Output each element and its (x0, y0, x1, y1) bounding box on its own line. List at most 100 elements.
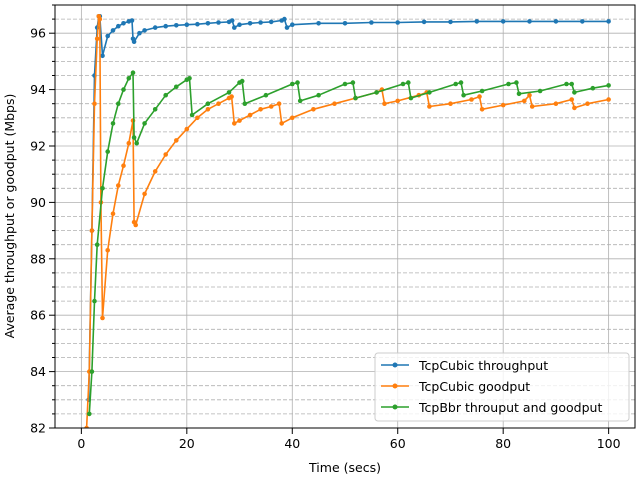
data-point (184, 22, 190, 28)
x-axis: 0 20 40 60 80 100 (77, 428, 621, 451)
data-point (342, 81, 348, 87)
data-point (226, 90, 232, 95)
y-tick-label: 84 (30, 364, 46, 379)
data-point (89, 369, 95, 374)
data-point (92, 101, 97, 106)
data-point (247, 21, 253, 26)
x-tick-label: 0 (77, 436, 85, 451)
data-point (232, 121, 237, 126)
x-tick-label: 60 (390, 436, 406, 451)
y-tick-label: 86 (30, 308, 46, 323)
data-point (105, 248, 110, 253)
y-tick-label: 94 (30, 82, 46, 97)
data-point (290, 115, 295, 121)
data-point (572, 90, 577, 95)
data-point (469, 97, 474, 102)
data-point (537, 88, 543, 94)
data-point (94, 36, 100, 42)
data-point (268, 19, 274, 25)
legend-label-1: TcpCubic throughput (418, 358, 548, 373)
data-point (297, 98, 303, 104)
data-point (479, 107, 485, 112)
data-point (184, 126, 190, 132)
legend: TcpCubic throughput TcpCubic goodput Tcp… (374, 352, 630, 422)
legend-marker-2 (392, 383, 398, 389)
data-point (295, 80, 300, 85)
data-point (87, 411, 92, 417)
data-point (163, 152, 168, 157)
series-layer (84, 13, 611, 428)
data-point (606, 83, 611, 88)
data-point (189, 112, 195, 118)
data-point (239, 78, 245, 84)
data-point (572, 105, 577, 111)
data-point (237, 22, 242, 28)
data-point (569, 81, 574, 87)
data-point (569, 97, 574, 102)
x-tick-label: 40 (284, 436, 300, 451)
y-tick-label: 96 (30, 26, 46, 41)
legend-box (374, 352, 630, 422)
data-point (279, 121, 285, 126)
data-point (500, 19, 506, 24)
y-tick-label: 92 (30, 139, 46, 154)
data-point (152, 107, 158, 112)
data-point (152, 169, 158, 174)
data-point (395, 20, 401, 25)
data-point (606, 97, 611, 102)
data-point (163, 92, 168, 98)
data-point (427, 104, 432, 109)
data-point (232, 25, 237, 30)
data-point (395, 98, 401, 104)
data-point (92, 298, 97, 304)
data-point (453, 81, 459, 87)
data-point (258, 20, 263, 25)
data-point (580, 19, 585, 24)
data-point (205, 107, 211, 112)
data-point (263, 92, 269, 98)
data-point (142, 191, 147, 197)
data-point (84, 425, 89, 428)
data-point (174, 23, 179, 28)
data-point (105, 149, 110, 154)
data-point (585, 101, 590, 106)
data-point (116, 183, 121, 188)
data-point (142, 121, 147, 126)
data-point (553, 19, 559, 24)
data-point (427, 90, 432, 95)
data-point (276, 101, 282, 106)
data-point (97, 16, 103, 22)
data-point (94, 242, 100, 247)
data-point (527, 19, 532, 24)
data-point (174, 84, 179, 90)
data-point (163, 23, 168, 29)
legend-label-2: TcpCubic goodput (418, 379, 530, 394)
data-point (529, 104, 535, 109)
data-point (474, 19, 480, 24)
data-point (369, 20, 374, 25)
data-point (134, 140, 139, 146)
data-point (522, 98, 527, 104)
x-axis-title: Time (secs) (308, 460, 381, 475)
y-tick-label: 82 (30, 421, 46, 436)
data-point (500, 102, 506, 108)
data-point (152, 25, 158, 30)
data-point (242, 101, 248, 106)
series-2 (84, 13, 611, 428)
x-tick-label: 100 (597, 436, 621, 451)
data-point (131, 39, 137, 44)
legend-marker-3 (392, 404, 398, 410)
data-point (461, 92, 466, 98)
series-3 (87, 70, 611, 417)
data-point (126, 76, 132, 81)
data-point (282, 16, 287, 22)
data-point (100, 186, 105, 191)
data-point (195, 115, 200, 121)
data-point (421, 19, 427, 25)
data-point (110, 211, 116, 216)
data-point (284, 25, 290, 30)
data-point (316, 21, 321, 26)
minor-grid (55, 4, 635, 415)
data-point (100, 53, 105, 59)
